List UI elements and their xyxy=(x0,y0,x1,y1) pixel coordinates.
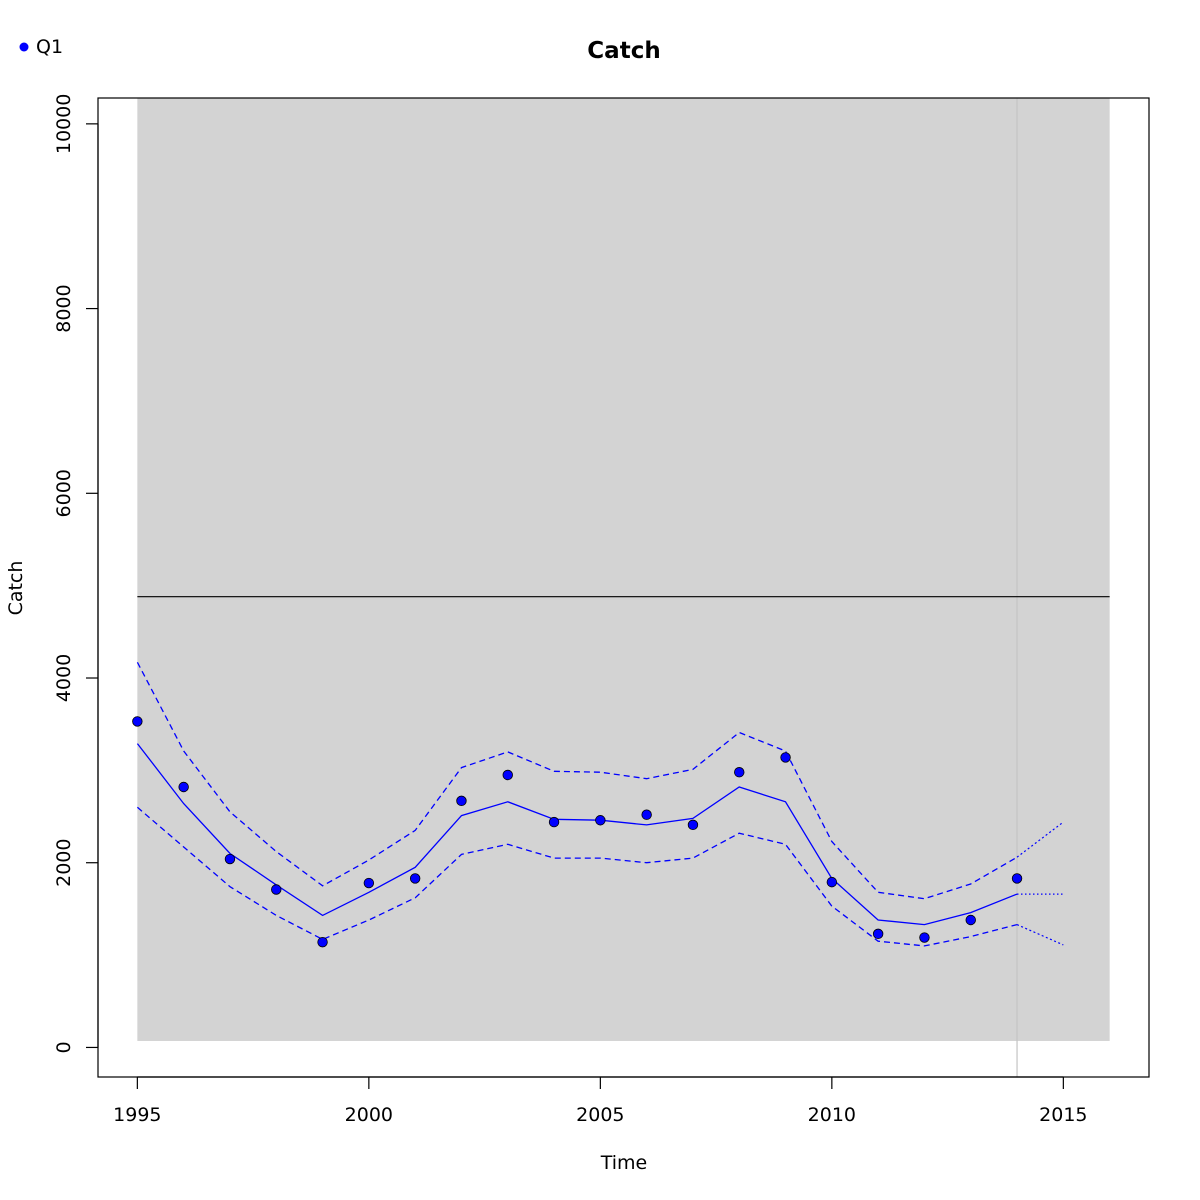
y-tick-label: 10000 xyxy=(53,94,75,154)
y-tick-label: 0 xyxy=(53,1041,75,1053)
chart-title: Catch xyxy=(587,38,660,64)
series-line-fit xyxy=(136,743,1018,926)
data-point xyxy=(502,769,513,781)
legend: Q1 xyxy=(19,36,63,58)
data-point xyxy=(1011,873,1023,884)
y-axis-title: Catch xyxy=(5,561,27,616)
shaded-band xyxy=(137,98,1110,1041)
data-point xyxy=(872,928,884,940)
legend-label: Q1 xyxy=(36,36,63,58)
data-point xyxy=(734,767,745,778)
data-point xyxy=(271,884,282,895)
x-tick-label: 1995 xyxy=(113,1104,161,1126)
data-point xyxy=(919,932,930,943)
data-point xyxy=(687,819,699,831)
series-line-lower xyxy=(136,806,1018,947)
data-point xyxy=(548,816,560,828)
y-axis: 0 2000 4000 6000 8000 10000 xyxy=(53,94,99,1053)
x-tick-label: 2000 xyxy=(345,1104,393,1126)
y-tick-label: 8000 xyxy=(53,284,75,332)
data-point xyxy=(317,936,328,948)
x-axis-title: Time xyxy=(600,1152,648,1174)
series-line-upper xyxy=(136,661,1018,900)
data-point xyxy=(826,876,838,888)
data-point xyxy=(409,873,421,884)
data-point xyxy=(595,815,606,826)
plot-area xyxy=(132,98,1110,1077)
x-axis: 1995 2000 2005 2010 2015 xyxy=(113,1076,1088,1126)
y-tick-label: 6000 xyxy=(53,469,75,517)
y-tick-label: 2000 xyxy=(53,839,75,887)
data-point xyxy=(456,795,467,807)
series-line-forecast-upper xyxy=(1016,821,1064,858)
y-tick-label: 4000 xyxy=(53,654,75,702)
data-point xyxy=(132,716,143,727)
data-point xyxy=(178,781,189,793)
data-point xyxy=(780,752,791,763)
data-point xyxy=(965,914,976,926)
x-tick-label: 2010 xyxy=(808,1104,856,1126)
series-line-forecast-lower xyxy=(1016,924,1064,946)
legend-marker xyxy=(19,42,29,52)
x-tick-label: 2005 xyxy=(576,1104,624,1126)
x-tick-label: 2015 xyxy=(1039,1104,1087,1126)
data-point xyxy=(641,809,652,820)
data-point xyxy=(363,877,375,889)
data-point xyxy=(224,853,236,865)
